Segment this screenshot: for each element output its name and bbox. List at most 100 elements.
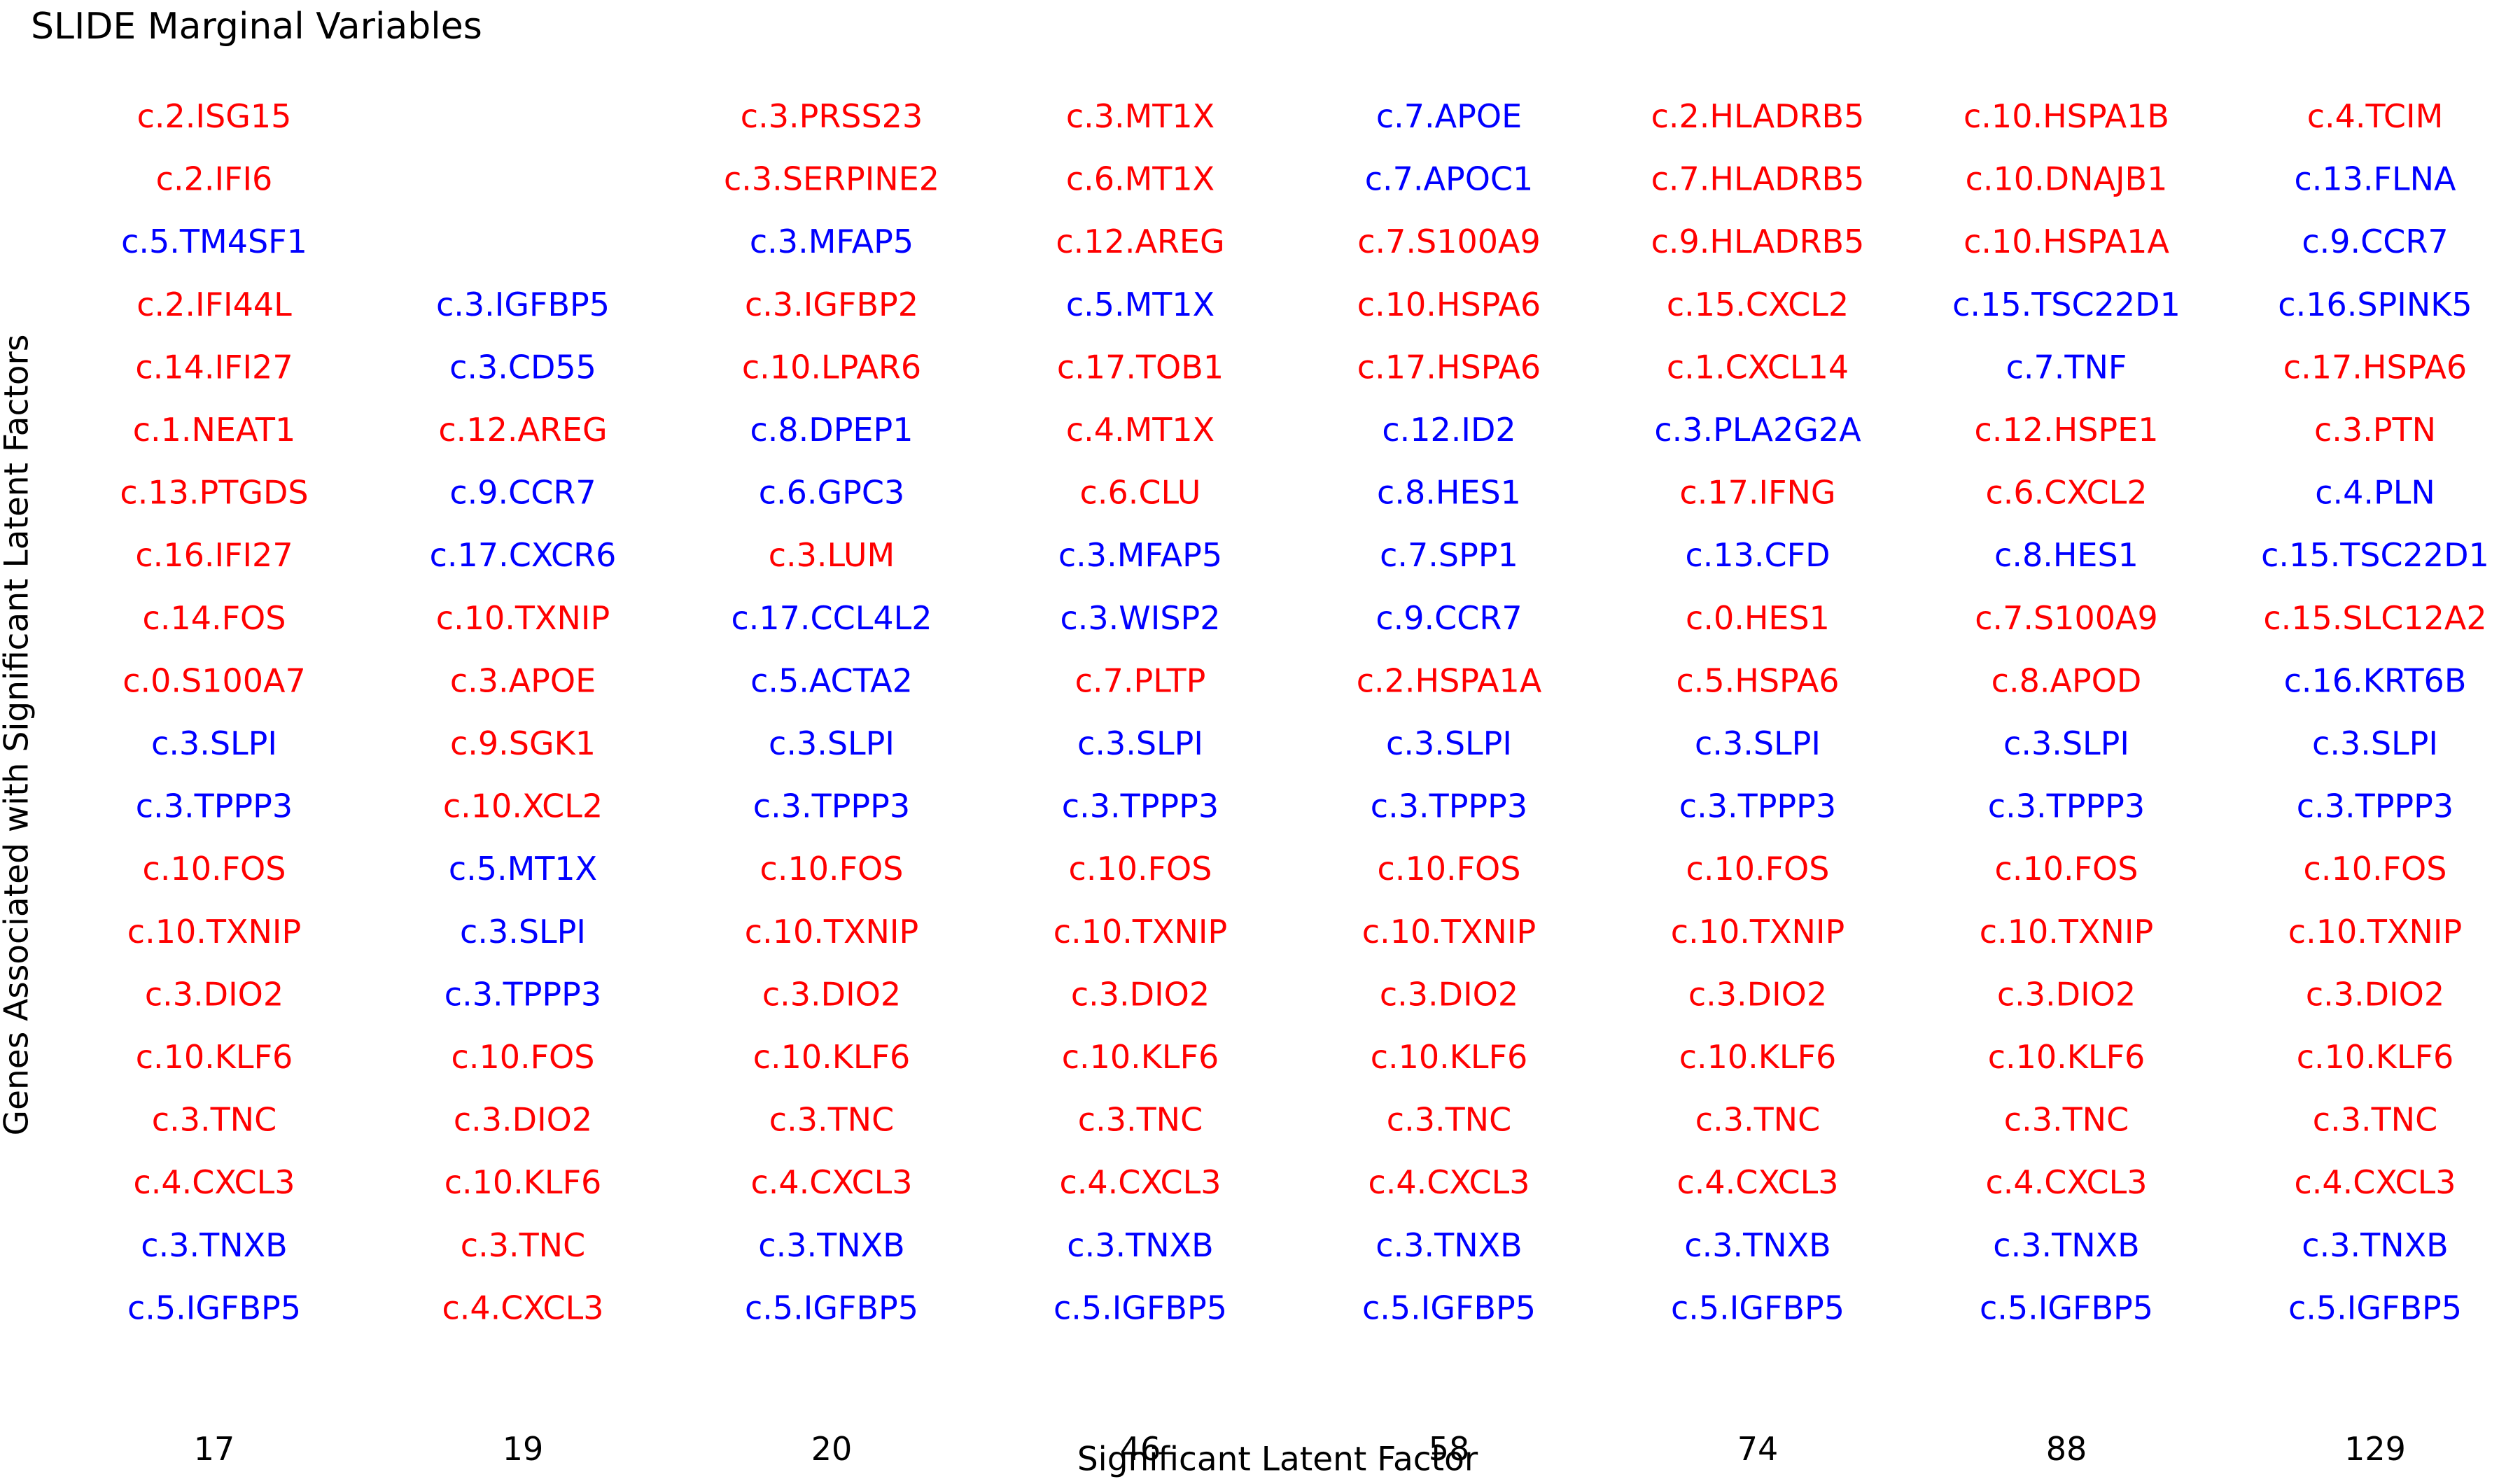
gene-label: c.3.TNXB — [2302, 1226, 2448, 1264]
gene-label: c.3.TPPP3 — [1371, 787, 1527, 825]
gene-label: c.3.SLPI — [460, 913, 586, 951]
gene-label: c.9.CCR7 — [1376, 599, 1522, 637]
gene-label: c.5.IGFBP5 — [1054, 1289, 1227, 1326]
gene-label: c.8.HES1 — [1994, 536, 2138, 574]
gene-label: c.3.MT1X — [1066, 97, 1214, 135]
gene-label: c.7.APOE — [1376, 97, 1522, 135]
gene-label: c.17.CCL4L2 — [731, 599, 932, 637]
gene-label: c.14.FOS — [143, 599, 286, 637]
gene-label: c.9.CCR7 — [2302, 223, 2448, 260]
gene-label: c.4.CXCL3 — [1368, 1163, 1530, 1201]
gene-label: c.3.IGFBP2 — [745, 286, 918, 323]
gene-label: c.10.TXNIP — [1362, 913, 1536, 951]
gene-label: c.3.WISP2 — [1060, 599, 1220, 637]
gene-label: c.4.CXCL3 — [750, 1163, 912, 1201]
gene-label: c.6.CXCL2 — [1985, 474, 2147, 512]
gene-label: c.9.SGK1 — [450, 724, 596, 762]
x-tick-label: 46 — [1120, 1430, 1161, 1468]
gene-label: c.3.TNC — [2313, 1101, 2437, 1139]
gene-label: c.3.MFAP5 — [750, 223, 913, 260]
gene-label: c.7.HLADRB5 — [1651, 160, 1865, 198]
gene-label: c.10.FOS — [1069, 850, 1212, 888]
gene-label: c.17.HSPA6 — [2283, 348, 2467, 386]
gene-label: c.7.TNF — [2006, 348, 2127, 386]
gene-label: c.4.PLN — [2315, 474, 2435, 512]
gene-label: c.10.TXNIP — [1054, 913, 1227, 951]
gene-label: c.17.TOB1 — [1057, 348, 1224, 386]
gene-label: c.3.SLPI — [151, 724, 277, 762]
gene-label: c.7.SPP1 — [1380, 536, 1518, 574]
gene-label: c.3.TNXB — [141, 1226, 287, 1264]
gene-label: c.9.HLADRB5 — [1651, 223, 1865, 260]
gene-label: c.2.HSPA1A — [1357, 661, 1542, 699]
gene-label: c.3.SERPINE2 — [724, 160, 939, 198]
gene-label: c.16.IFI27 — [135, 536, 293, 574]
gene-label: c.3.TNXB — [1376, 1226, 1522, 1264]
gene-label: c.10.DNAJB1 — [1966, 160, 2168, 198]
gene-label: c.10.KLF6 — [2297, 1038, 2454, 1076]
chart-title: SLIDE Marginal Variables — [31, 6, 482, 48]
gene-label: c.3.DIO2 — [145, 975, 284, 1013]
gene-label: c.10.FOS — [760, 850, 904, 888]
gene-label: c.16.SPINK5 — [2278, 286, 2472, 323]
gene-label: c.2.HLADRB5 — [1651, 97, 1865, 135]
x-tick-label: 88 — [2046, 1430, 2087, 1468]
gene-label: c.3.SLPI — [769, 724, 895, 762]
gene-label: c.1.NEAT1 — [133, 411, 296, 449]
gene-label: c.4.CXCL3 — [442, 1289, 603, 1326]
gene-label: c.15.SLC12A2 — [2263, 599, 2486, 637]
gene-label: c.4.MT1X — [1066, 411, 1214, 449]
gene-label: c.10.KLF6 — [1062, 1038, 1219, 1076]
gene-label: c.4.CXCL3 — [2294, 1163, 2456, 1201]
gene-label: c.12.ID2 — [1382, 411, 1516, 449]
gene-label: c.10.LPAR6 — [742, 348, 921, 386]
gene-label: c.16.KRT6B — [2284, 661, 2467, 699]
gene-label: c.8.HES1 — [1377, 474, 1521, 512]
gene-label: c.10.KLF6 — [753, 1038, 911, 1076]
gene-label: c.3.TPPP3 — [753, 787, 910, 825]
gene-label: c.5.IGFBP5 — [2288, 1289, 2462, 1326]
x-tick-label: 58 — [1429, 1430, 1470, 1468]
gene-label: c.10.TXNIP — [127, 913, 301, 951]
gene-label: c.3.TPPP3 — [444, 975, 601, 1013]
gene-label: c.5.IGFBP5 — [1362, 1289, 1536, 1326]
gene-label: c.12.AREG — [1056, 223, 1224, 260]
gene-label: c.13.FLNA — [2294, 160, 2456, 198]
gene-label: c.3.DIO2 — [1997, 975, 2136, 1013]
x-tick-label: 20 — [811, 1430, 853, 1468]
gene-label: c.4.CXCL3 — [133, 1163, 295, 1201]
x-axis-label: Significant Latent Factor — [1077, 1440, 1478, 1479]
gene-label: c.3.DIO2 — [1380, 975, 1518, 1013]
gene-label: c.17.CXCR6 — [430, 536, 617, 574]
gene-label: c.10.TXNIP — [1671, 913, 1844, 951]
gene-label: c.2.IFI6 — [156, 160, 273, 198]
gene-label: c.3.TNXB — [1684, 1226, 1830, 1264]
gene-label: c.10.FOS — [451, 1038, 595, 1076]
gene-label: c.4.TCIM — [2307, 97, 2444, 135]
gene-label: c.10.TXNIP — [745, 913, 918, 951]
gene-label: c.0.HES1 — [1686, 599, 1830, 637]
gene-label: c.5.IGFBP5 — [127, 1289, 301, 1326]
gene-label: c.10.HSPA1A — [1963, 223, 2169, 260]
gene-label: c.3.TNC — [769, 1101, 894, 1139]
gene-label: c.13.CFD — [1685, 536, 1830, 574]
gene-label: c.12.AREG — [438, 411, 607, 449]
gene-label: c.10.KLF6 — [444, 1163, 602, 1201]
gene-label: c.3.SLPI — [1077, 724, 1203, 762]
gene-label: c.10.XCL2 — [443, 787, 603, 825]
gene-label: c.5.IGFBP5 — [1671, 1289, 1844, 1326]
gene-label: c.4.CXCL3 — [1676, 1163, 1838, 1201]
gene-label: c.5.HSPA6 — [1676, 661, 1839, 699]
gene-label: c.14.IFI27 — [135, 348, 293, 386]
gene-label: c.3.CD55 — [449, 348, 596, 386]
gene-label: c.3.TNC — [1078, 1101, 1203, 1139]
gene-label: c.3.DIO2 — [1071, 975, 1210, 1013]
gene-label: c.3.TPPP3 — [136, 787, 293, 825]
x-tick-label: 129 — [2344, 1430, 2406, 1468]
gene-label: c.2.ISG15 — [137, 97, 292, 135]
gene-label: c.5.ACTA2 — [750, 661, 913, 699]
gene-label: c.10.TXNIP — [436, 599, 610, 637]
gene-label: c.15.CXCL2 — [1667, 286, 1849, 323]
